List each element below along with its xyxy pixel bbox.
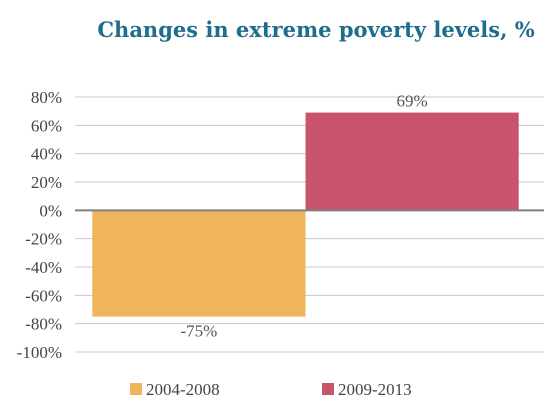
y-tick-label: -100% <box>17 343 62 362</box>
legend-swatch <box>322 383 334 395</box>
bar-2004-2008 <box>92 210 306 317</box>
legend-swatch <box>130 383 142 395</box>
y-tick-label: -80% <box>25 315 62 334</box>
data-labels: -75% 69% <box>180 92 427 341</box>
y-tick-label: 60% <box>31 116 62 135</box>
legend: 2004-2008 2009-2013 <box>130 380 412 399</box>
y-tick-label: -20% <box>25 230 62 249</box>
y-axis-ticks: 80% 60% 40% 20% 0% -20% -40% -60% -80% -100% <box>17 88 62 362</box>
y-tick-label: 80% <box>31 88 62 107</box>
data-label: -75% <box>180 322 217 341</box>
y-tick-label: 20% <box>31 173 62 192</box>
y-tick-label: -40% <box>25 258 62 277</box>
y-tick-label: -60% <box>25 286 62 305</box>
chart-title: Changes in extreme poverty levels, % <box>97 17 534 42</box>
legend-label: 2009-2013 <box>338 380 412 399</box>
bars <box>92 112 519 317</box>
data-label: 69% <box>397 92 428 111</box>
legend-label: 2004-2008 <box>146 380 220 399</box>
bar-2009-2013 <box>305 112 519 211</box>
y-tick-label: 40% <box>31 145 62 164</box>
y-tick-label: 0% <box>39 201 62 220</box>
